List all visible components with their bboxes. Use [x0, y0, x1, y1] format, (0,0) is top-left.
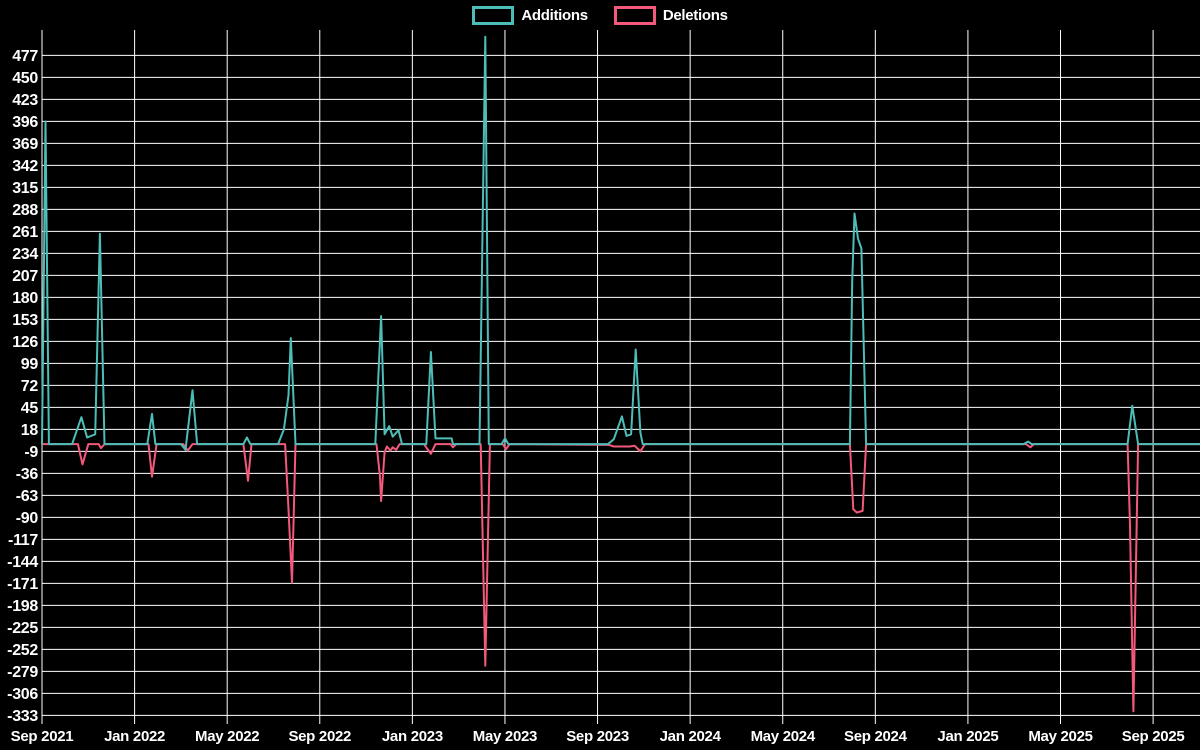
svg-text:45: 45	[21, 400, 39, 417]
svg-text:180: 180	[12, 290, 38, 307]
svg-text:May 2025: May 2025	[1028, 728, 1092, 745]
svg-text:Sep 2023: Sep 2023	[566, 728, 629, 745]
svg-text:-333: -333	[7, 708, 38, 725]
svg-text:207: 207	[12, 268, 38, 285]
svg-text:261: 261	[12, 224, 38, 241]
svg-text:Sep 2022: Sep 2022	[288, 728, 351, 745]
svg-text:May 2023: May 2023	[473, 728, 537, 745]
svg-text:72: 72	[21, 378, 39, 395]
svg-text:153: 153	[12, 312, 38, 329]
svg-text:423: 423	[12, 92, 38, 109]
svg-text:342: 342	[12, 158, 38, 175]
svg-text:288: 288	[12, 202, 38, 219]
svg-text:Jan 2024: Jan 2024	[660, 728, 722, 745]
svg-text:450: 450	[12, 70, 38, 87]
additions-line	[41, 35, 1200, 451]
svg-text:Jan 2025: Jan 2025	[937, 728, 998, 745]
svg-text:-252: -252	[7, 642, 38, 659]
gridlines	[41, 30, 1200, 724]
svg-text:234: 234	[12, 246, 38, 263]
svg-text:-117: -117	[8, 532, 38, 549]
chart-legend: Additions Deletions	[0, 6, 1200, 25]
svg-text:18: 18	[21, 422, 39, 439]
svg-text:Jan 2023: Jan 2023	[382, 728, 443, 745]
svg-text:May 2024: May 2024	[751, 728, 816, 745]
svg-text:-63: -63	[16, 488, 39, 505]
svg-text:-225: -225	[7, 620, 38, 637]
additions-swatch-icon	[472, 6, 515, 25]
y-axis-labels: 477 450 423 396 369 342 315 288 261 234 207 180 153 1…	[7, 48, 39, 725]
legend-item-deletions[interactable]: Deletions	[613, 6, 728, 25]
svg-text:Sep 2024: Sep 2024	[844, 728, 908, 745]
deletions-swatch-icon	[613, 6, 656, 25]
legend-label-deletions: Deletions	[662, 7, 728, 24]
svg-text:477: 477	[12, 48, 38, 65]
svg-text:Sep 2025: Sep 2025	[1122, 728, 1185, 745]
svg-text:369: 369	[12, 136, 38, 153]
svg-text:-90: -90	[16, 510, 39, 527]
svg-text:-9: -9	[24, 444, 38, 461]
svg-text:-144: -144	[7, 554, 38, 571]
svg-text:-306: -306	[7, 686, 38, 703]
svg-text:-171: -171	[7, 576, 38, 593]
svg-text:Sep 2021: Sep 2021	[11, 728, 74, 745]
legend-label-additions: Additions	[521, 7, 588, 24]
svg-text:-279: -279	[7, 664, 38, 681]
svg-text:May 2022: May 2022	[195, 728, 259, 745]
x-axis-labels: Sep 2021 Jan 2022 May 2022 Sep 2022 Jan 2023…	[11, 728, 1185, 745]
svg-text:99: 99	[21, 356, 39, 373]
svg-text:396: 396	[12, 114, 38, 131]
svg-text:315: 315	[12, 180, 38, 197]
svg-text:Jan 2022: Jan 2022	[104, 728, 165, 745]
svg-text:126: 126	[12, 334, 38, 351]
legend-item-additions[interactable]: Additions	[472, 6, 588, 25]
svg-text:-36: -36	[16, 466, 39, 483]
svg-text:-198: -198	[7, 598, 38, 615]
